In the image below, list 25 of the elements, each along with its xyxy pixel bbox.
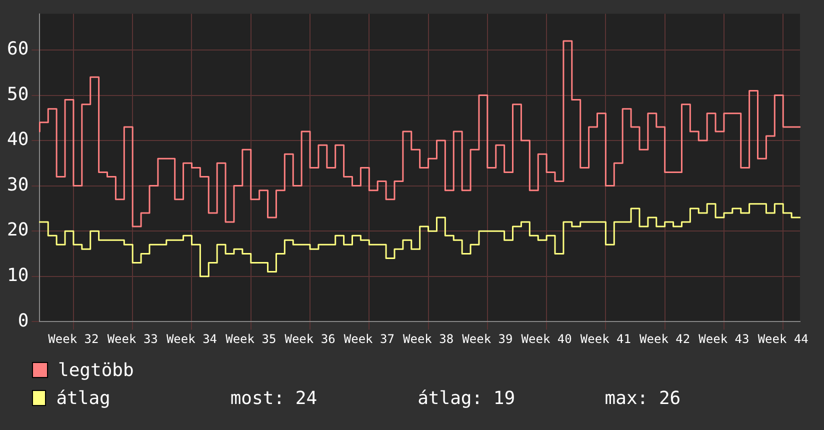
y-tick-label: 60 — [6, 38, 29, 60]
x-tick-label: Week 40 — [521, 332, 572, 346]
y-tick-label: 30 — [6, 174, 29, 196]
y-tick-label: 0 — [18, 310, 29, 332]
text: max: 26 — [604, 388, 682, 408]
y-tick-label: 40 — [6, 129, 29, 150]
x-tick-label: Week 44 — [758, 332, 808, 346]
x-tick-label: Week 34 — [166, 332, 218, 346]
x-tick-label: Week 32 — [48, 332, 99, 346]
y-tick-label: 50 — [6, 84, 29, 105]
x-tick-label: Week 43 — [698, 332, 750, 346]
text: most: 24 — [230, 388, 318, 408]
text: átlag: 19 — [418, 388, 516, 408]
y-tick-label: 10 — [6, 265, 29, 286]
y-tick-label: 20 — [6, 220, 29, 241]
x-tick-label: Week 41 — [580, 332, 631, 346]
x-tick-label: Week 39 — [462, 332, 513, 346]
x-tick-label: Week 37 — [344, 332, 394, 346]
legend-label: legtöbb — [58, 360, 135, 380]
x-tick-label: Week 42 — [640, 332, 690, 346]
x-tick-label: Week 33 — [107, 332, 158, 346]
x-tick-label: Week 36 — [284, 332, 336, 346]
x-tick-label: Week 38 — [402, 332, 454, 346]
x-tick-label: Week 35 — [226, 332, 276, 346]
legend-label: átlag — [56, 388, 112, 408]
